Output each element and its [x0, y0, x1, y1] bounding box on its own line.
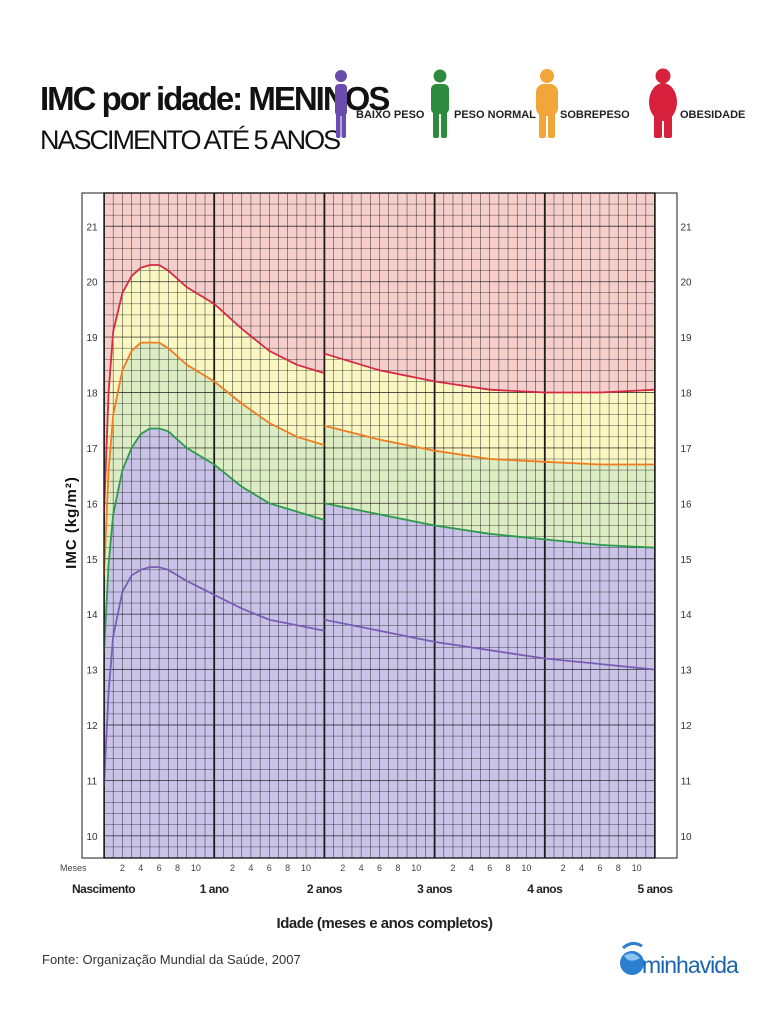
year-label: Nascimento	[72, 882, 135, 896]
month-tick-label: 4	[469, 863, 474, 873]
month-tick-label: 6	[157, 863, 162, 873]
month-tick-label: 2	[340, 863, 345, 873]
percentile-curve-2	[324, 424, 655, 466]
y-tick-label-left: 13	[86, 666, 98, 677]
x-axis-label: Idade (meses e anos completos)	[277, 915, 493, 932]
legend-item-peso-normal: PESO NORMAL	[428, 66, 536, 142]
y-tick-label-left: 10	[86, 832, 98, 843]
percentile-curve-1	[324, 502, 656, 549]
legend-label: OBESIDADE	[680, 109, 746, 121]
month-tick-label: 6	[597, 863, 602, 873]
legend-swatch	[335, 70, 347, 138]
legend-item-sobrepeso: SOBREPESO	[534, 66, 630, 142]
legend-item-obesidade: OBESIDADE	[648, 66, 745, 142]
month-tick-label: 6	[377, 863, 382, 873]
person-thin-icon	[335, 70, 347, 138]
legend-swatch	[536, 69, 558, 138]
month-tick-label: 4	[248, 863, 253, 873]
month-tick-label: 4	[138, 863, 143, 873]
y-tick-label-right: 17	[680, 444, 692, 455]
y-tick-label-right: 11	[681, 776, 692, 787]
y-tick-label-right: 15	[680, 555, 692, 566]
person-normal-icon	[431, 69, 449, 138]
month-tick-label: 8	[616, 863, 621, 873]
legend-swatch	[649, 68, 677, 138]
year-label: 3 anos	[417, 882, 453, 896]
y-axis-left-panel	[81, 192, 105, 859]
month-tick-label: 10	[521, 863, 531, 873]
y-tick-label-right: 13	[680, 666, 692, 677]
year-label: 4 anos	[527, 882, 563, 896]
month-tick-label: 6	[267, 863, 272, 873]
brand-wordmark: minhavida	[642, 952, 739, 978]
globe-icon	[620, 941, 644, 975]
y-tick-label-right: 18	[680, 389, 692, 400]
y-tick-label-left: 15	[86, 555, 98, 566]
year-label: 2 anos	[307, 882, 343, 896]
legend-item-baixo-peso: BAIXO PESO	[330, 66, 424, 142]
year-label: 5 anos	[637, 882, 673, 896]
y-tick-label-left: 21	[86, 222, 98, 233]
month-tick-label: 8	[175, 863, 180, 873]
month-tick-label: 8	[285, 863, 290, 873]
page-subtitle: NASCIMENTO ATÉ 5 ANOS	[40, 125, 341, 155]
month-tick-label: 2	[230, 863, 235, 873]
legend-label: SOBREPESO	[560, 109, 630, 121]
y-tick-label-left: 12	[86, 721, 98, 732]
y-tick-label-right: 16	[680, 499, 692, 510]
y-tick-label-right: 12	[680, 721, 692, 732]
y-tick-label-left: 18	[86, 389, 98, 400]
y-tick-label-left: 20	[86, 278, 98, 289]
percentile-curve-0	[324, 618, 656, 671]
grid	[103, 192, 656, 859]
y-tick-label-right: 19	[680, 333, 692, 344]
y-tick-label-left: 19	[86, 333, 98, 344]
percentile-curve-0	[103, 566, 325, 787]
month-tick-label: 2	[450, 863, 455, 873]
month-tick-label: 8	[395, 863, 400, 873]
person-overweight-icon	[536, 69, 558, 138]
y-tick-label-left: 11	[87, 776, 98, 787]
y-tick-label-left: 16	[86, 499, 98, 510]
page-title: IMC por idade: MENINOS	[40, 80, 390, 117]
bmi-chart: 10 10 11 11 12 12 13 13 14 14 15 15 16 16 17 17 18 18 19 19…	[60, 192, 692, 932]
percentile-curve-3	[103, 264, 325, 515]
month-tick-label: 10	[301, 863, 311, 873]
y-tick-label-right: 14	[680, 610, 692, 621]
y-tick-label-left: 17	[86, 444, 98, 455]
y-tick-label-right: 20	[680, 278, 692, 289]
months-label: Meses	[60, 863, 87, 873]
person-obese-icon	[649, 68, 677, 138]
legend-label: BAIXO PESO	[356, 109, 425, 121]
percentile-curve-3	[324, 352, 656, 394]
year-label: 1 ano	[200, 882, 229, 896]
y-tick-label-right: 10	[680, 832, 692, 843]
month-tick-label: 6	[487, 863, 492, 873]
month-tick-label: 8	[506, 863, 511, 873]
month-tick-label: 4	[359, 863, 364, 873]
month-tick-label: 10	[632, 863, 642, 873]
plot-frame	[103, 192, 656, 859]
source-note: Fonte: Organização Mundial da Saúde, 200…	[42, 952, 301, 967]
legend-swatch	[431, 69, 449, 138]
percentile-curve-2	[103, 341, 325, 576]
legend-label: PESO NORMAL	[454, 109, 536, 121]
month-tick-label: 2	[120, 863, 125, 873]
y-tick-label-left: 14	[86, 610, 98, 621]
y-tick-label-right: 21	[680, 222, 692, 233]
brand-logo: minhavida	[618, 936, 739, 988]
month-tick-label: 10	[411, 863, 421, 873]
month-tick-label: 4	[579, 863, 584, 873]
y-axis-label: IMC (kg/m²)	[63, 476, 80, 569]
month-tick-label: 2	[561, 863, 566, 873]
y-axis-right-panel	[654, 192, 678, 859]
month-tick-label: 10	[191, 863, 201, 873]
percentile-curve-1	[103, 427, 325, 654]
